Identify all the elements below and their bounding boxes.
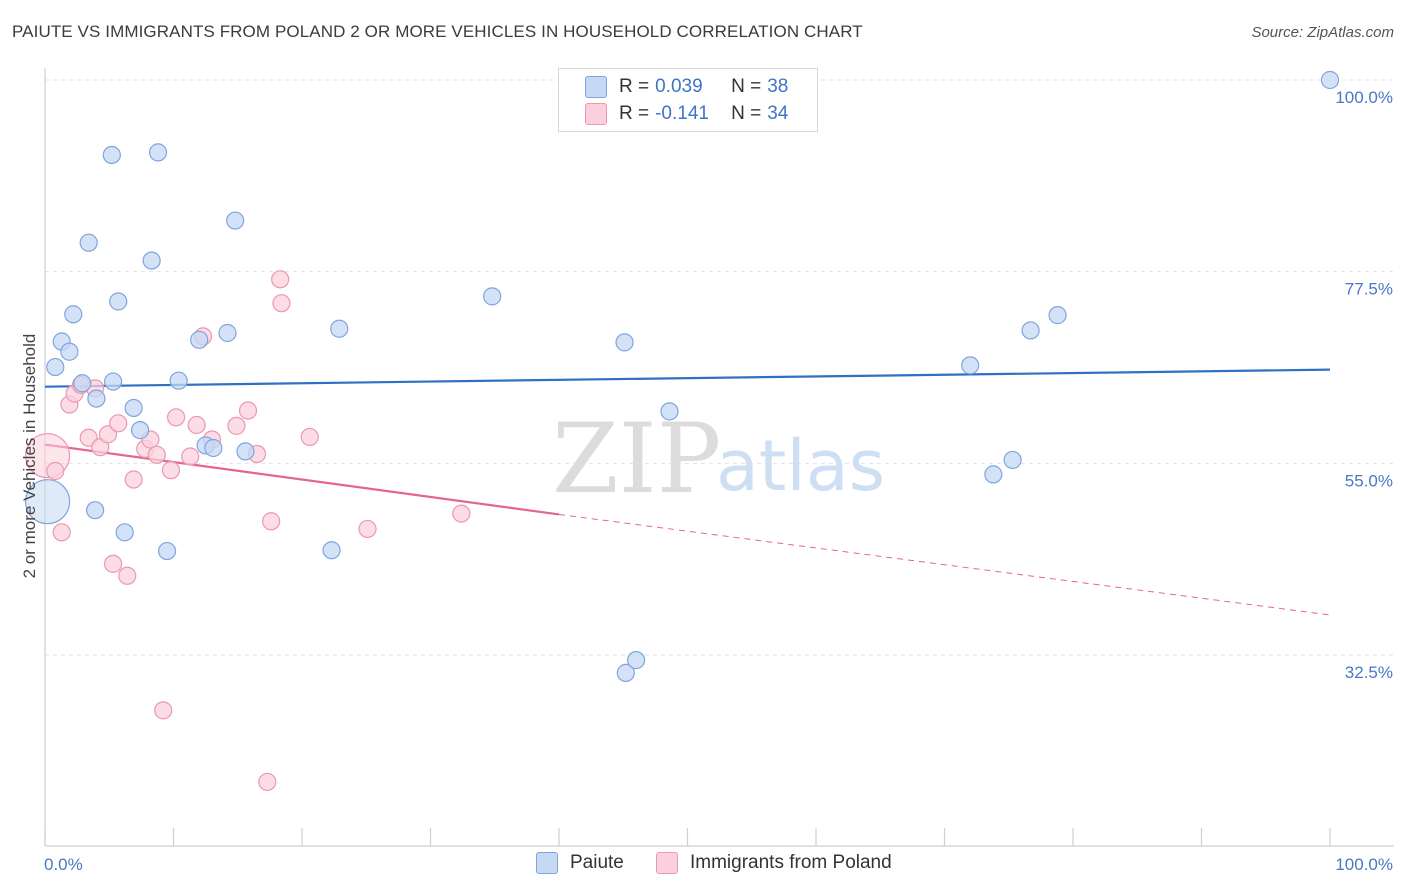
point-poland	[258, 772, 277, 792]
legend-n-value-poland: 34	[767, 103, 789, 124]
legend-n-value-paiute: 38	[767, 76, 789, 97]
trend-line-paiute	[44, 368, 1331, 388]
point-paiute	[660, 402, 679, 421]
point-paiute	[330, 319, 349, 338]
legend-row-poland: R = -0.141 N = 34	[585, 102, 789, 126]
y-tick-label: 32.5%	[1345, 663, 1393, 682]
point-paiute	[157, 541, 177, 561]
y-axis-label: 2 or more Vehicles in Household	[20, 334, 39, 579]
point-paiute	[46, 357, 65, 377]
point-paiute	[226, 211, 245, 230]
point-paiute	[615, 333, 634, 352]
point-poland	[109, 414, 128, 433]
y-tick-label: 77.5%	[1345, 280, 1393, 299]
point-paiute	[218, 323, 237, 343]
legend-r-label: R =	[619, 76, 650, 97]
x-tick-label-end: 100.0%	[1335, 855, 1393, 874]
y-tick-label: 100.0%	[1335, 88, 1393, 107]
point-poland	[358, 519, 377, 539]
point-poland	[124, 470, 143, 489]
point-poland	[98, 425, 118, 444]
point-paiute	[236, 442, 255, 461]
point-paiute	[130, 421, 150, 440]
series-legend-paiute: Paiute	[536, 852, 624, 874]
point-poland	[46, 461, 65, 481]
point-paiute	[60, 342, 79, 361]
data-points	[24, 70, 1340, 792]
source-label: Source: ZipAtlas.com	[1251, 24, 1394, 41]
point-poland	[154, 701, 173, 720]
trend-line-poland-solid	[44, 443, 560, 516]
point-paiute	[79, 233, 98, 252]
point-poland	[262, 512, 281, 531]
point-paiute	[1003, 450, 1022, 470]
chart-title: PAIUTE VS IMMIGRANTS FROM POLAND 2 OR MO…	[12, 22, 863, 41]
point-paiute	[1320, 70, 1340, 90]
point-poland	[238, 401, 258, 420]
point-poland	[147, 445, 166, 464]
point-poland	[452, 504, 471, 523]
point-paiute	[204, 438, 223, 458]
point-paiute	[24, 479, 71, 525]
point-poland	[227, 416, 246, 435]
series-legend-swatch-poland	[656, 852, 678, 874]
point-paiute	[115, 523, 134, 542]
point-paiute	[961, 356, 980, 375]
series-legend-swatch-paiute	[536, 852, 558, 874]
legend-r-value-paiute: 0.039	[655, 76, 703, 97]
point-paiute	[64, 305, 83, 324]
point-poland	[271, 270, 290, 289]
point-poland	[118, 566, 137, 585]
legend-n-label: N =	[731, 103, 762, 124]
point-paiute	[984, 465, 1003, 484]
point-paiute	[483, 287, 502, 306]
legend-swatch-paiute	[585, 76, 607, 98]
legend-r-value-poland: -0.141	[655, 103, 709, 124]
point-paiute	[102, 145, 121, 165]
trend-line-poland-dashed	[558, 513, 1331, 616]
point-poland	[300, 427, 319, 447]
watermark-zip: ZIP	[552, 403, 721, 515]
point-paiute	[73, 374, 92, 393]
point-paiute	[322, 541, 341, 560]
point-poland	[272, 294, 291, 313]
point-paiute	[109, 292, 128, 311]
series-legend-poland: Immigrants from Poland	[656, 852, 892, 874]
point-paiute	[87, 389, 106, 408]
gridlines	[45, 79, 1394, 656]
point-poland	[161, 461, 181, 480]
trend-lines	[44, 368, 1331, 616]
legend-r-label: R =	[619, 103, 650, 124]
point-paiute	[169, 371, 188, 390]
point-paiute	[86, 501, 105, 520]
legend-row-paiute: R = 0.039 N = 38	[585, 75, 789, 99]
legend-n-label: N =	[731, 76, 762, 97]
watermark-atlas: atlas	[716, 425, 885, 507]
point-paiute	[142, 251, 161, 270]
point-poland	[166, 408, 186, 427]
point-poland	[187, 415, 206, 435]
point-paiute	[124, 398, 143, 418]
point-paiute	[1048, 306, 1067, 325]
point-poland	[181, 447, 200, 466]
tick-labels: 100.0% 77.5% 55.0% 32.5% 0.0% 100.0%	[44, 88, 1393, 874]
point-paiute	[616, 663, 635, 682]
point-paiute	[1021, 321, 1040, 340]
watermark: ZIP atlas	[552, 403, 885, 515]
point-paiute	[148, 143, 168, 162]
legend-swatch-poland	[585, 103, 607, 125]
series-legend-label-paiute: Paiute	[570, 852, 624, 873]
series-legend-label-poland: Immigrants from Poland	[690, 852, 892, 873]
correlation-legend: R = 0.039 N = 38 R = -0.141 N = 34	[558, 68, 818, 132]
series-legend: Paiute Immigrants from Poland	[0, 852, 1406, 876]
point-poland	[104, 554, 123, 573]
point-poland	[52, 523, 71, 542]
point-paiute	[104, 372, 123, 391]
x-tick-label-start: 0.0%	[44, 855, 83, 874]
y-tick-label: 55.0%	[1345, 471, 1393, 490]
point-paiute	[626, 651, 646, 670]
point-paiute	[190, 330, 209, 349]
